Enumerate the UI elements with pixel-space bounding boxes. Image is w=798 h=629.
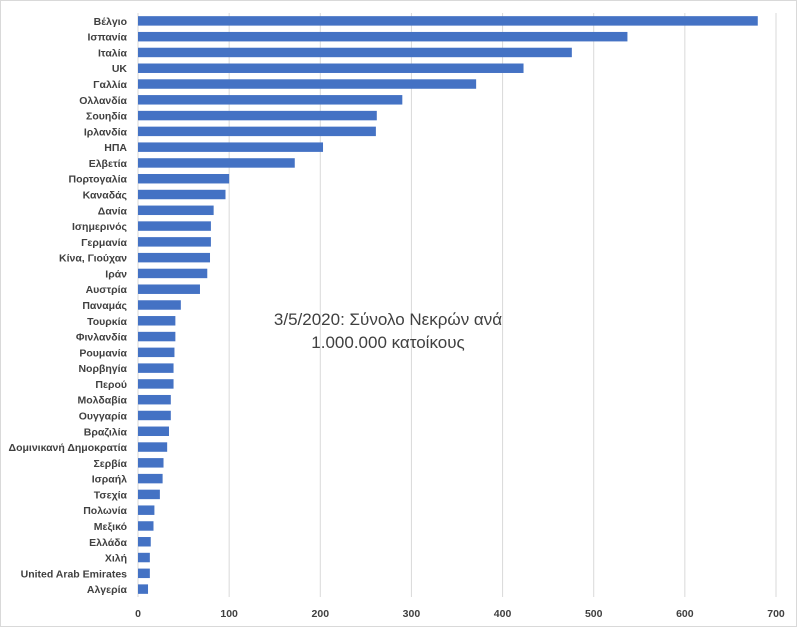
category-label: Βέλγιο: [94, 16, 127, 28]
x-tick-label: 300: [403, 608, 421, 620]
category-label: Ελλάδα: [89, 537, 127, 549]
category-label: Αυστρία: [86, 284, 128, 296]
bar: [138, 394, 171, 405]
category-labels: Βέλγιο Ισπανία Ιταλία UK Γαλλία Ολλανδία Σουηδ…: [9, 16, 128, 596]
bar: [138, 379, 174, 389]
category-label: Μεξικό: [94, 521, 127, 533]
chart-title-line-1: 3/5/2020: Σύνολο Νεκρών ανά: [274, 310, 502, 329]
x-tick-label: 600: [676, 608, 694, 620]
category-label: Περού: [95, 379, 127, 391]
bar: [138, 126, 376, 137]
x-tick-label: 0: [135, 608, 141, 620]
x-tick-label: 700: [767, 608, 785, 620]
bar: [138, 142, 324, 152]
category-label: Γαλλία: [93, 79, 127, 91]
category-label: Καναδάς: [83, 190, 128, 202]
bar: [138, 584, 149, 594]
bars: [138, 16, 758, 594]
category-label: Αλγερία: [87, 584, 128, 596]
bar: [138, 410, 171, 421]
category-label: Ελβετία: [89, 158, 128, 170]
category-label: Πολωνία: [83, 505, 127, 517]
category-label: Κίνα, Γιούχαν: [59, 253, 127, 265]
x-tick-label: 400: [494, 608, 512, 620]
category-label: Βραζιλία: [84, 426, 128, 438]
category-label: United Arab Emirates: [21, 568, 128, 580]
bar: [138, 363, 174, 373]
bar: [138, 79, 477, 89]
bar: [138, 568, 150, 579]
bar: [138, 173, 230, 184]
category-label: UK: [112, 63, 128, 75]
category-label: Ουγγαρία: [79, 410, 128, 422]
category-label: Γερμανία: [81, 237, 127, 249]
category-label: ΗΠΑ: [104, 142, 127, 154]
bar: [138, 442, 168, 452]
category-label: Ρουμανία: [79, 347, 127, 359]
bar: [138, 426, 169, 437]
bar: [138, 473, 163, 484]
x-tick-label: 100: [220, 608, 238, 620]
bar: [138, 31, 628, 42]
bar: [138, 205, 214, 216]
bar: [138, 458, 164, 468]
category-label: Νορβηγία: [78, 363, 127, 375]
category-label: Ιρλανδία: [84, 126, 128, 138]
bar: [138, 284, 200, 294]
bar: [138, 110, 377, 121]
bar: [138, 47, 572, 58]
bar: [138, 331, 176, 342]
category-label: Φινλανδία: [76, 332, 128, 344]
category-label: Ιταλία: [98, 47, 128, 59]
category-label: Ολλανδία: [79, 95, 127, 107]
category-label: Ισπανία: [87, 32, 127, 44]
bar: [138, 221, 211, 231]
bar: [138, 252, 211, 263]
x-tick-label: 200: [312, 608, 330, 620]
bar: [138, 505, 155, 515]
bar: [138, 521, 154, 531]
category-label: Δομινικανή Δημοκρατία: [9, 442, 128, 454]
chart-title-line-2: 1.000.000 κατοίκους: [311, 333, 464, 352]
bar: [138, 158, 295, 168]
category-label: Παναμάς: [82, 300, 127, 312]
bar: [138, 95, 403, 105]
category-label: Ιράν: [105, 268, 127, 280]
bar: [138, 300, 181, 310]
x-axis-tick-labels: 0 100 200 300 400 500 600 700: [135, 608, 785, 620]
bar: [138, 189, 226, 200]
category-label: Ισραήλ: [92, 474, 127, 486]
category-label: Πορτογαλία: [68, 174, 127, 186]
bar: [138, 552, 150, 563]
bar: [138, 16, 758, 26]
category-label: Σουηδία: [86, 111, 128, 123]
category-label: Τουρκία: [87, 316, 127, 328]
bar: [138, 63, 524, 73]
bar: [138, 537, 151, 547]
bar: [138, 268, 208, 279]
bar: [138, 316, 176, 326]
category-label: Τσεχία: [94, 489, 128, 501]
category-label: Χιλή: [105, 553, 127, 565]
x-tick-label: 500: [585, 608, 603, 620]
category-label: Σερβία: [93, 458, 127, 470]
bar: [138, 347, 175, 358]
category-label: Ισημερινός: [72, 221, 128, 233]
bar: [138, 237, 211, 247]
category-label: Μολδαβία: [78, 395, 128, 407]
bar: [138, 489, 160, 500]
category-label: Δανία: [98, 205, 128, 217]
gridlines: [137, 13, 777, 597]
